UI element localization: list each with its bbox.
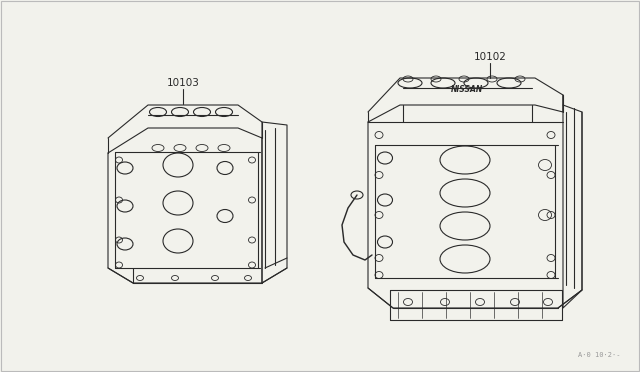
- Text: NISSAN: NISSAN: [451, 86, 483, 94]
- Text: 10102: 10102: [474, 52, 506, 62]
- Text: 10103: 10103: [166, 78, 200, 88]
- Text: A·0 10·2·-: A·0 10·2·-: [577, 352, 620, 358]
